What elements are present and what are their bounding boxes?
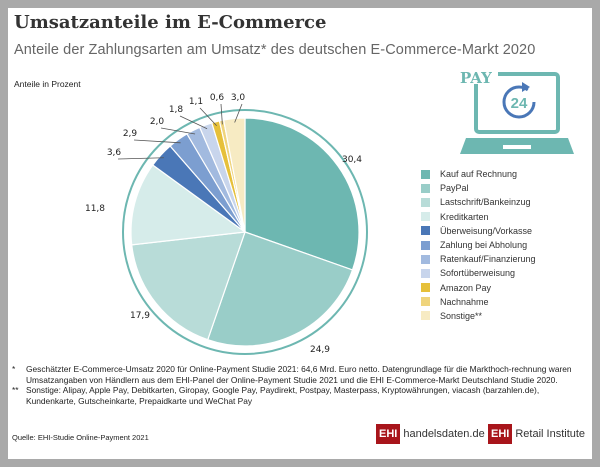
legend-swatch (421, 169, 430, 179)
chart-subtitle: Anteile der Zahlungsarten am Umsatz* des… (14, 42, 536, 58)
legend-item: Kreditkarten (421, 210, 536, 224)
pie-slice (131, 231, 246, 341)
legend-swatch (421, 311, 430, 321)
legend-label: Kreditkarten (440, 211, 489, 222)
legend-label: Ratenkauf/Finanzierung (440, 254, 536, 265)
leader-line (234, 103, 243, 123)
value-label: 1,8 (169, 105, 184, 115)
legend-label: Überweisung/Vorkasse (440, 225, 533, 236)
badge-24: 24 (511, 95, 528, 112)
leader-line (199, 107, 217, 126)
legend-swatch (421, 268, 430, 278)
chart-title: Umsatzanteile im E-Commerce (14, 12, 327, 33)
legend-swatch (421, 297, 430, 307)
legend-label: Nachnahme (440, 296, 489, 307)
leader-line (179, 115, 208, 130)
value-label: 0,6 (210, 93, 225, 103)
legend-item: Amazon Pay (421, 281, 536, 295)
pay-text: PAY (460, 69, 492, 87)
legend-swatch (421, 183, 430, 193)
source-note: Quelle: EHI-Studie Online-Payment 2021 (12, 433, 149, 442)
pie-slice (222, 117, 246, 233)
value-label: 2,0 (150, 117, 165, 127)
legend-label: Zahlung bei Abholung (440, 240, 528, 251)
legend-swatch (421, 240, 430, 250)
value-label: 30,4 (342, 155, 362, 165)
value-label: 3,0 (231, 93, 246, 103)
value-label: 11,8 (85, 204, 105, 214)
legend-item: PayPal (421, 181, 536, 195)
legend-swatch (421, 212, 430, 222)
logo-ehi-retail-institute: EHI Retail Institute (488, 424, 585, 444)
value-label: 1,1 (189, 97, 203, 107)
leader-line (117, 157, 164, 160)
pie-slice (244, 117, 360, 271)
leader-line (133, 139, 181, 144)
legend-label: Sofortüberweisung (440, 268, 516, 279)
legend-label: Amazon Pay (440, 282, 492, 293)
legend-swatch (421, 197, 430, 207)
pay-24-laptop-icon: PAY 24 (460, 68, 574, 154)
legend: Kauf auf Rechnung PayPal Lastschrift/Banke… (421, 167, 536, 323)
legend-label: PayPal (440, 183, 469, 194)
value-label: 3,6 (107, 148, 122, 158)
pie-slice (206, 231, 354, 347)
legend-item: Kauf auf Rechnung (421, 167, 536, 181)
value-label: 17,9 (130, 311, 150, 321)
legend-label: Sonstige** (440, 310, 483, 321)
legend-item: Lastschrift/Bankeinzug (421, 195, 536, 209)
value-label: 24,9 (310, 345, 330, 355)
pie-outer-ring (122, 109, 368, 355)
logo-handelsdaten: EHI handelsdaten.de (376, 424, 485, 444)
unit-label: Anteile in Prozent (14, 79, 81, 89)
legend-item: Überweisung/Vorkasse (421, 224, 536, 238)
legend-item: Zahlung bei Abholung (421, 238, 536, 252)
legend-item: Nachnahme (421, 295, 536, 309)
footnote-1: * Geschätzter E-Commerce-Umsatz 2020 für … (12, 364, 572, 385)
legend-swatch (421, 226, 430, 236)
footnotes: * Geschätzter E-Commerce-Umsatz 2020 für … (12, 364, 577, 406)
footnote-2: ** Sonstige: Alipay, Apple Pay, Debitkart… (12, 385, 540, 406)
leader-line (220, 103, 223, 125)
legend-label: Lastschrift/Bankeinzug (440, 197, 531, 208)
legend-swatch (421, 254, 430, 264)
legend-label: Kauf auf Rechnung (440, 169, 518, 180)
legend-swatch (421, 283, 430, 293)
leader-line (160, 127, 196, 135)
legend-item: Ratenkauf/Finanzierung (421, 252, 536, 266)
value-label: 2,9 (123, 129, 138, 139)
legend-item: Sonstige** (421, 309, 536, 323)
pie-slice (130, 164, 247, 246)
legend-item: Sofortüberweisung (421, 266, 536, 280)
